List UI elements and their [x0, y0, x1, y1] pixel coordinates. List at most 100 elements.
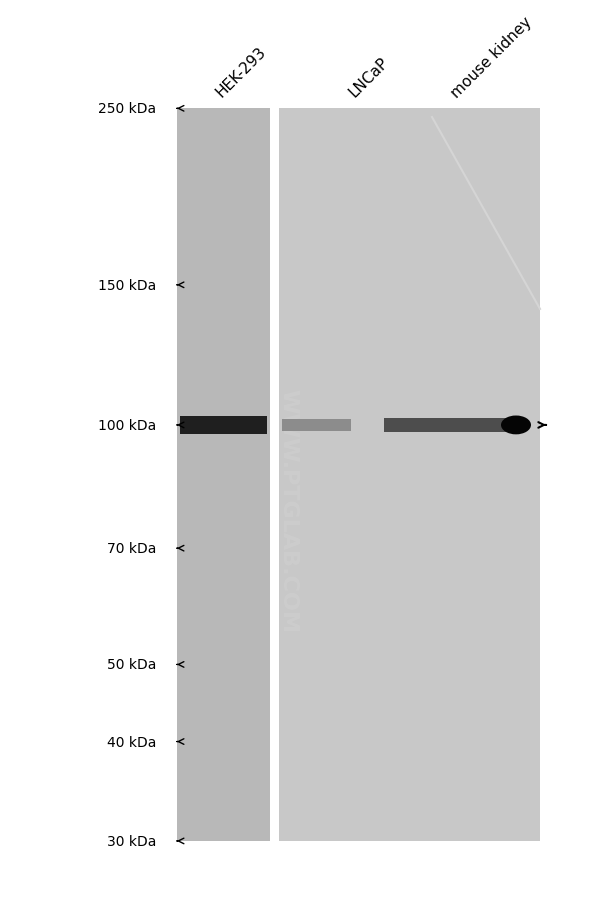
Bar — [404, 419, 405, 433]
Bar — [416, 419, 417, 433]
Bar — [440, 419, 441, 433]
Bar — [414, 419, 415, 433]
Bar — [409, 419, 410, 433]
Bar — [428, 419, 429, 433]
Bar — [473, 419, 474, 433]
Bar — [502, 419, 503, 433]
Bar — [470, 419, 471, 433]
Bar — [177, 109, 270, 841]
Bar — [486, 419, 487, 433]
Bar — [441, 419, 442, 433]
Text: 250 kDa: 250 kDa — [98, 102, 156, 116]
Bar — [461, 419, 462, 433]
Bar — [424, 419, 425, 433]
Bar — [455, 419, 457, 433]
Bar — [490, 419, 491, 433]
Bar — [451, 419, 452, 433]
Bar — [436, 419, 437, 433]
Bar — [443, 419, 444, 433]
Bar — [401, 419, 402, 433]
Bar — [477, 419, 478, 433]
Bar — [392, 419, 393, 433]
Bar — [410, 419, 411, 433]
Bar — [449, 419, 450, 433]
Text: WWW.PTGLAB.COM: WWW.PTGLAB.COM — [278, 388, 298, 631]
Text: 50 kDa: 50 kDa — [107, 658, 156, 672]
Bar — [488, 419, 489, 433]
Bar — [390, 419, 391, 433]
Bar — [476, 419, 477, 433]
Bar — [270, 109, 279, 841]
Bar — [483, 419, 484, 433]
Text: 70 kDa: 70 kDa — [107, 541, 156, 556]
Bar — [400, 419, 401, 433]
Bar — [427, 419, 428, 433]
Bar — [481, 419, 482, 433]
Bar — [494, 419, 495, 433]
Bar — [397, 419, 398, 433]
Bar — [478, 419, 479, 433]
Bar — [399, 419, 400, 433]
Bar — [426, 419, 427, 433]
Bar — [452, 419, 453, 433]
Bar — [423, 419, 424, 433]
Bar — [388, 419, 389, 433]
Bar — [396, 419, 397, 433]
Text: 100 kDa: 100 kDa — [98, 419, 156, 432]
Bar — [487, 419, 488, 433]
Bar — [433, 419, 434, 433]
Bar — [446, 419, 447, 433]
Bar — [391, 419, 392, 433]
Bar — [471, 419, 472, 433]
Bar — [431, 419, 432, 433]
Bar — [495, 419, 496, 433]
Bar — [467, 419, 468, 433]
Bar — [411, 419, 412, 433]
Bar — [497, 419, 498, 433]
Bar — [413, 419, 414, 433]
Bar — [405, 419, 406, 433]
Bar — [492, 419, 493, 433]
Text: HEK-293: HEK-293 — [213, 44, 269, 100]
Bar — [408, 419, 409, 433]
Bar — [474, 419, 475, 433]
Bar — [500, 419, 501, 433]
Text: mouse kidney: mouse kidney — [448, 14, 535, 100]
Bar — [437, 419, 438, 433]
Bar — [385, 419, 386, 433]
Bar — [394, 419, 395, 433]
Bar — [460, 419, 461, 433]
Bar — [454, 419, 455, 433]
Bar — [434, 419, 436, 433]
Bar — [412, 419, 413, 433]
Bar — [501, 419, 502, 433]
Ellipse shape — [501, 416, 531, 435]
Bar — [429, 419, 430, 433]
Bar — [447, 419, 448, 433]
Bar — [450, 419, 451, 433]
Text: 40 kDa: 40 kDa — [107, 735, 156, 749]
Bar — [389, 419, 390, 433]
Bar — [425, 419, 426, 433]
Bar — [279, 109, 540, 841]
Bar — [504, 419, 505, 433]
Bar — [438, 419, 439, 433]
Bar — [445, 419, 446, 433]
Bar — [463, 419, 464, 433]
Bar — [402, 419, 403, 433]
Bar — [386, 419, 387, 433]
Bar — [480, 419, 481, 433]
Bar — [393, 419, 394, 433]
Bar — [453, 419, 454, 433]
Bar — [462, 419, 463, 433]
Point — [536, 304, 544, 315]
Bar — [472, 419, 473, 433]
Text: 150 kDa: 150 kDa — [98, 279, 156, 292]
Bar — [482, 419, 483, 433]
Bar — [503, 419, 504, 433]
Bar — [406, 419, 407, 433]
Bar — [489, 419, 490, 433]
Bar — [464, 419, 465, 433]
Bar — [479, 419, 480, 433]
Text: 30 kDa: 30 kDa — [107, 834, 156, 848]
